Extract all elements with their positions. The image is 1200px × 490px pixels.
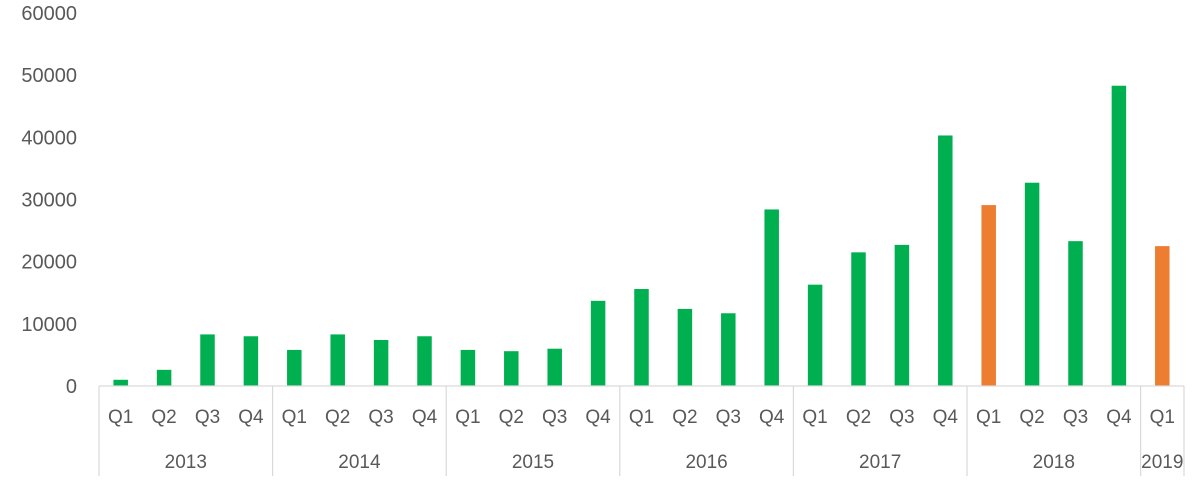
bar <box>764 209 779 386</box>
y-axis: 0 10000 20000 30000 40000 50000 60000 <box>21 3 77 398</box>
bar <box>1024 182 1040 386</box>
y-tick-label: 60000 <box>21 3 77 25</box>
bar <box>417 336 432 386</box>
x-tick-label-quarter: Q4 <box>1106 407 1132 428</box>
x-tick-label-quarter: Q4 <box>412 407 438 428</box>
bar <box>851 252 866 386</box>
y-tick-label: 50000 <box>21 65 77 87</box>
x-tick-label-quarter: Q3 <box>368 407 393 428</box>
x-tick-label-quarter: Q1 <box>802 407 827 428</box>
y-tick-label: 0 <box>66 376 77 398</box>
x-tick-label-quarter: Q1 <box>1150 407 1175 428</box>
bars <box>113 85 1170 387</box>
bar <box>547 348 562 386</box>
bar <box>894 244 910 386</box>
x-tick-label-quarter: Q3 <box>1063 407 1088 428</box>
bar <box>938 135 953 386</box>
bar-highlight <box>1155 246 1170 387</box>
x-tick-label-quarter: Q2 <box>1019 407 1044 428</box>
y-tick-label: 10000 <box>21 314 77 336</box>
x-tick-label-quarter: Q4 <box>759 407 785 428</box>
x-tick-label-year: 2017 <box>859 452 901 473</box>
x-tick-label-quarter: Q2 <box>499 407 524 428</box>
x-tick-label-year: 2013 <box>165 452 207 473</box>
bar <box>243 336 259 386</box>
x-tick-label-year: 2014 <box>338 452 381 473</box>
bar <box>590 300 606 386</box>
x-tick-label-year: 2016 <box>685 452 727 473</box>
x-tick-label-quarter: Q1 <box>629 407 654 428</box>
x-tick-label-quarter: Q2 <box>325 407 350 428</box>
bar <box>330 334 345 386</box>
bar <box>373 340 389 386</box>
x-tick-label-quarter: Q2 <box>846 407 871 428</box>
bar <box>721 313 736 386</box>
x-tick-label-quarter: Q1 <box>282 407 307 428</box>
bar <box>113 379 128 386</box>
x-tick-label-quarter: Q3 <box>195 407 220 428</box>
bar <box>200 334 215 386</box>
bar <box>156 369 172 386</box>
x-tick-label-quarter: Q2 <box>151 407 176 428</box>
x-tick-label-year: 2019 <box>1141 452 1183 473</box>
y-tick-label: 30000 <box>21 190 77 212</box>
bar <box>634 289 649 386</box>
x-tick-label-year: 2015 <box>512 452 554 473</box>
y-tick-label: 40000 <box>21 127 77 149</box>
bar <box>807 284 823 386</box>
x-tick-label-quarter: Q4 <box>238 407 264 428</box>
bar <box>287 349 302 386</box>
x-tick-label-quarter: Q3 <box>716 407 741 428</box>
bar <box>677 308 693 386</box>
x-tick-label-quarter: Q4 <box>933 407 959 428</box>
x-axis: Q1 Q2 Q3 Q4 2013 Q1 Q2 Q3 Q4 2014 Q1 Q2 Q3 Q4 2015 Q1 Q2… <box>98 385 1185 476</box>
bar <box>460 349 476 386</box>
x-tick-label-quarter: Q4 <box>585 407 611 428</box>
bar <box>1111 85 1127 386</box>
x-tick-label-quarter: Q1 <box>976 407 1001 428</box>
bar <box>1068 241 1083 386</box>
x-tick-label-quarter: Q1 <box>108 407 133 428</box>
x-tick-label-quarter: Q2 <box>672 407 697 428</box>
bar-highlight <box>981 205 996 386</box>
x-tick-label-quarter: Q3 <box>542 407 567 428</box>
x-tick-label-quarter: Q1 <box>455 407 480 428</box>
y-tick-label: 20000 <box>21 252 77 274</box>
bar <box>504 351 519 386</box>
x-tick-label-quarter: Q3 <box>889 407 914 428</box>
x-tick-label-year: 2018 <box>1033 452 1075 473</box>
